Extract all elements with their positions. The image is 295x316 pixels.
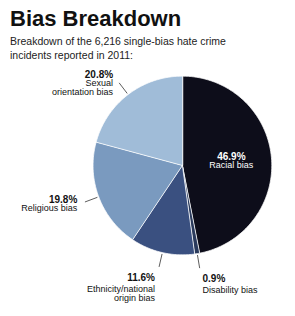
svg-text:0.9%: 0.9%	[202, 273, 225, 284]
svg-text:Religious bias: Religious bias	[21, 203, 78, 213]
svg-text:19.8%: 19.8%	[48, 193, 78, 205]
svg-text:Ethnicity/nationalorigin bias: Ethnicity/nationalorigin bias	[87, 284, 156, 303]
html-text:Breakdown of the 6,216 single-: Breakdown of the 6,216 single-bias hate …	[10, 35, 226, 61]
svg-text:Racial bias: Racial bias	[209, 160, 254, 170]
svg-text:Sexualorientation bias: Sexualorientation bias	[52, 78, 114, 97]
svg-text:11.6%: 11.6%	[127, 272, 155, 283]
svg-text:46.9%: 46.9%	[217, 150, 246, 162]
svg-text:20.8%: 20.8%	[84, 68, 114, 80]
html-text:Bias Breakdown: Bias Breakdown	[10, 6, 182, 31]
svg-text:Disability bias: Disability bias	[202, 285, 258, 295]
